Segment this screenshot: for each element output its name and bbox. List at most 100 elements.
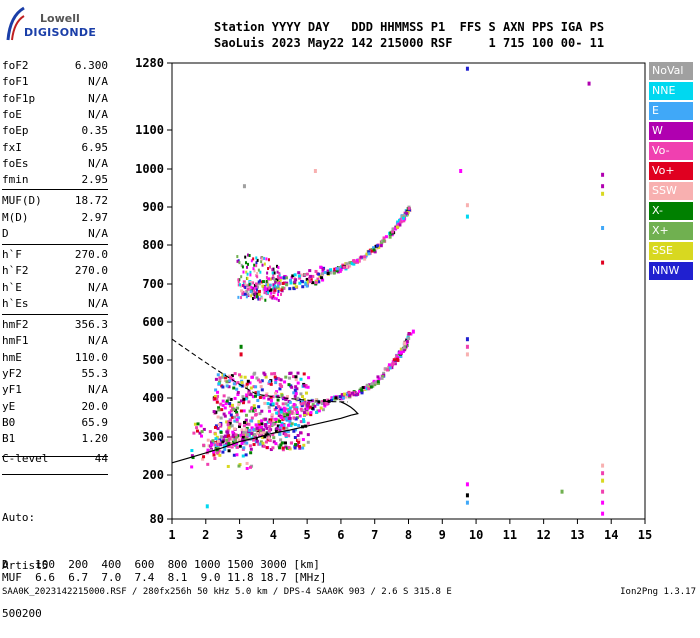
echo-point <box>230 443 234 447</box>
echo-point <box>277 298 280 302</box>
echo-point <box>299 377 303 381</box>
echo-point <box>256 275 259 279</box>
echo-point <box>247 389 251 393</box>
echo-point <box>279 276 283 280</box>
echo-point <box>376 380 380 384</box>
echo-point <box>296 381 300 385</box>
header-row2: SaoLuis 2023 May22 142 215000 RSF 1 715 … <box>214 36 605 50</box>
echo-point <box>200 434 204 438</box>
echo-point <box>384 367 388 371</box>
echo-point <box>358 390 362 394</box>
echo-point <box>256 390 260 394</box>
echo-point <box>246 276 249 280</box>
echo-point <box>225 420 229 424</box>
echo-point <box>299 420 303 424</box>
echo-point <box>296 371 300 375</box>
echo-point <box>287 434 291 438</box>
echo-point <box>291 274 295 278</box>
echo-point <box>309 411 313 415</box>
echo-point <box>199 424 203 428</box>
echo-point <box>241 454 245 458</box>
echo-point <box>239 433 243 437</box>
echo-point <box>388 366 392 370</box>
echo-point <box>350 393 354 397</box>
echo-point <box>293 388 297 392</box>
param-row: h`E N/A <box>2 280 108 296</box>
echo-point <box>281 448 285 452</box>
echo-point <box>288 376 292 380</box>
echo-point <box>245 466 249 470</box>
echo-point <box>242 424 246 428</box>
echo-point <box>257 434 261 438</box>
echo-point <box>247 391 251 395</box>
param-value: 44 <box>94 451 108 465</box>
param-name: MUF(D) <box>2 194 42 208</box>
echo-point <box>228 411 232 415</box>
echo-point <box>391 227 395 231</box>
echo-point <box>235 445 239 449</box>
separator <box>2 474 108 475</box>
echo-point <box>363 385 367 389</box>
echo-point <box>302 397 306 401</box>
echo-point <box>303 403 307 407</box>
echo-point <box>283 441 287 445</box>
footer-version: Ion2Png 1.3.17 <box>620 587 696 597</box>
echo-point <box>278 425 282 429</box>
echo-point <box>261 441 265 445</box>
echo-point <box>257 423 261 427</box>
param-name: D <box>2 226 9 240</box>
echo-point <box>382 236 386 240</box>
y-tick-label: 200 <box>142 468 164 482</box>
echo-point <box>601 226 605 230</box>
echo-point <box>276 264 279 268</box>
echo-point <box>278 419 282 423</box>
echo-point <box>294 378 298 382</box>
echo-point <box>294 385 298 389</box>
echo-point <box>250 285 253 289</box>
echo-point <box>257 289 261 293</box>
y-tick-label: 80 <box>150 512 164 526</box>
echo-point <box>268 286 272 290</box>
echo-point <box>323 404 327 408</box>
echo-point <box>291 375 295 379</box>
echo-point <box>270 413 274 417</box>
echo-point <box>294 417 298 421</box>
echo-point <box>216 451 220 455</box>
echo-point <box>190 465 194 469</box>
echo-point <box>283 380 287 384</box>
param-row: C-level 44 <box>2 451 108 467</box>
echo-point <box>238 373 242 377</box>
echo-point <box>252 372 256 376</box>
echo-point <box>465 203 469 208</box>
echo-point <box>267 397 271 401</box>
echo-point <box>231 430 235 434</box>
echo-point <box>262 444 266 448</box>
param-value: N/A <box>88 107 108 121</box>
param-name: foEs <box>2 156 29 170</box>
echo-point <box>282 424 286 428</box>
echo-point <box>356 392 360 396</box>
echo-point <box>279 288 283 292</box>
echo-point <box>289 278 293 282</box>
echo-point <box>291 412 295 416</box>
legend-item: NNE <box>649 82 693 100</box>
echo-point <box>206 462 210 466</box>
echo-point <box>277 288 280 292</box>
echo-point <box>214 377 218 381</box>
echo-point <box>251 395 255 399</box>
echo-point <box>293 423 297 427</box>
echo-point <box>259 440 263 444</box>
echo-point <box>229 424 233 428</box>
echo-point <box>230 437 234 441</box>
echo-point <box>302 411 306 415</box>
echo-point <box>365 387 369 391</box>
echo-point <box>373 383 377 387</box>
x-tick-label: 5 <box>304 528 311 542</box>
logo-line2: DIGISONDE <box>24 26 97 39</box>
echo-point <box>261 257 264 261</box>
echo-point <box>195 429 199 433</box>
echo-point <box>238 463 242 467</box>
echo-point <box>278 271 281 275</box>
echo-point <box>225 384 229 388</box>
echo-point <box>249 273 252 277</box>
